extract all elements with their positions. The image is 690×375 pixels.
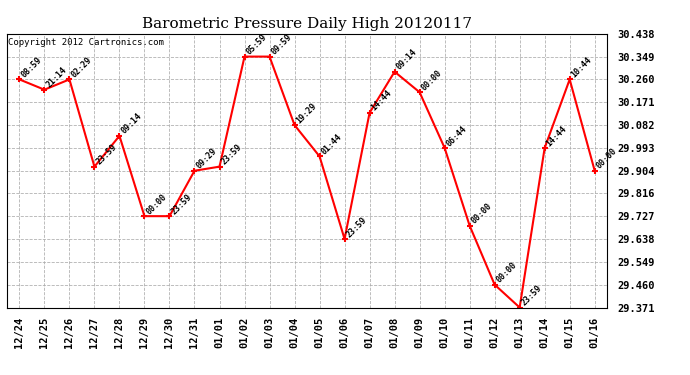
- Text: 06:44: 06:44: [444, 124, 469, 148]
- Text: Copyright 2012 Cartronics.com: Copyright 2012 Cartronics.com: [8, 38, 164, 47]
- Text: 09:29: 09:29: [195, 147, 219, 171]
- Text: 23:59: 23:59: [170, 192, 193, 216]
- Title: Barometric Pressure Daily High 20120117: Barometric Pressure Daily High 20120117: [142, 17, 472, 31]
- Text: 21:14: 21:14: [44, 66, 68, 90]
- Text: 00:00: 00:00: [470, 202, 493, 226]
- Text: 10:44: 10:44: [570, 56, 593, 80]
- Text: 00:00: 00:00: [420, 68, 444, 92]
- Text: 23:59: 23:59: [219, 142, 244, 166]
- Text: 00:00: 00:00: [144, 192, 168, 216]
- Text: 09:14: 09:14: [395, 48, 419, 72]
- Text: 00:00: 00:00: [495, 261, 519, 285]
- Text: 14:44: 14:44: [544, 124, 569, 148]
- Text: 08:59: 08:59: [19, 56, 43, 80]
- Text: 19:29: 19:29: [295, 101, 319, 125]
- Text: 23:59: 23:59: [344, 215, 368, 239]
- Text: 09:14: 09:14: [119, 112, 144, 136]
- Text: 05:59: 05:59: [244, 33, 268, 57]
- Text: 02:29: 02:29: [70, 56, 93, 80]
- Text: 14:44: 14:44: [370, 89, 393, 113]
- Text: 00:00: 00:00: [595, 147, 619, 171]
- Text: 23:59: 23:59: [95, 142, 119, 166]
- Text: 09:59: 09:59: [270, 33, 293, 57]
- Text: 23:59: 23:59: [520, 284, 544, 308]
- Text: 01:44: 01:44: [319, 132, 344, 156]
